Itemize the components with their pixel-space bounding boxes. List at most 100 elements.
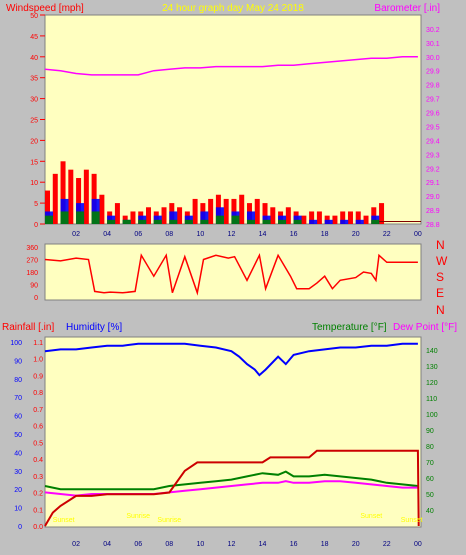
baro-y-tick-6: 29.4 bbox=[426, 138, 440, 145]
wind-bar-windspeed-31 bbox=[285, 207, 291, 224]
wind-panel bbox=[44, 14, 422, 225]
wind-y-tick-8: 40 bbox=[30, 55, 38, 62]
dir-y-tick-4: 360 bbox=[26, 245, 38, 252]
wind-bar-average-6 bbox=[138, 219, 147, 224]
wind-bar-windspeed-37 bbox=[332, 215, 338, 224]
climate-x-tick-6: 14 bbox=[259, 541, 267, 548]
rain-y-tick-0: 0.0 bbox=[33, 524, 43, 531]
humidity-y-tick-6: 60 bbox=[14, 414, 22, 421]
climate-x-tick-11: 00 bbox=[414, 541, 422, 548]
wind-y-tick-3: 15 bbox=[30, 159, 38, 166]
climate-x-tick-1: 04 bbox=[103, 541, 111, 548]
rain-y-tick-10: 1.0 bbox=[33, 357, 43, 364]
wind-bar-windspeed-34 bbox=[309, 211, 315, 224]
rainfall-axis-title: Rainfall [.in] bbox=[2, 322, 54, 333]
sun-label-0: Sunset bbox=[53, 517, 75, 524]
wind-bar-average-13 bbox=[246, 219, 255, 224]
windspeed-axis-title: Windspeed [mph] bbox=[6, 3, 84, 14]
baro-y-tick-0: 28.8 bbox=[426, 222, 440, 229]
baro-y-tick-13: 30.1 bbox=[426, 41, 440, 48]
graph-title: 24 hour graph day May 24 2018 bbox=[162, 3, 304, 14]
wind-bar-windspeed-2 bbox=[60, 161, 66, 224]
wind-bar-gust-19 bbox=[340, 219, 349, 224]
wind-bar-windspeed-39 bbox=[347, 211, 353, 224]
wind-y-tick-6: 30 bbox=[30, 97, 38, 104]
wind-bar-average-14 bbox=[262, 219, 271, 224]
wind-y-tick-4: 20 bbox=[30, 138, 38, 145]
humidity-y-tick-1: 10 bbox=[14, 506, 22, 513]
wind-bar-windspeed-43 bbox=[379, 203, 385, 224]
humidity-y-tick-2: 20 bbox=[14, 487, 22, 494]
wind-bar-windspeed-35 bbox=[316, 211, 322, 224]
wind-bar-gust-17 bbox=[309, 219, 318, 224]
sun-label-3: Sunset bbox=[360, 513, 382, 520]
temp-y-tick-6: 100 bbox=[426, 412, 438, 419]
temp-y-tick-0: 40 bbox=[426, 508, 434, 515]
sun-label-4: Sunset bbox=[401, 517, 423, 524]
humidity-y-tick-8: 80 bbox=[14, 377, 22, 384]
wind-bar-gust-13 bbox=[246, 211, 255, 224]
wind-bar-windspeed-40 bbox=[355, 211, 361, 224]
wind-bar-average-15 bbox=[278, 219, 287, 224]
dir-y-tick-1: 90 bbox=[30, 283, 38, 290]
wind-bar-average-12 bbox=[231, 215, 240, 224]
rain-y-tick-11: 1.1 bbox=[33, 340, 43, 347]
wind-bar-average-2 bbox=[76, 211, 85, 224]
wind-direction-line bbox=[44, 252, 418, 296]
wind-x-tick-11: 00 bbox=[414, 231, 422, 238]
wind-x-tick-8: 18 bbox=[321, 231, 329, 238]
wind-bar-gust-18 bbox=[324, 219, 333, 224]
rain-y-tick-9: 0.9 bbox=[33, 373, 43, 380]
baro-y-tick-9: 29.7 bbox=[426, 97, 440, 104]
temp-y-tick-4: 80 bbox=[426, 444, 434, 451]
wind-bar-windspeed-25 bbox=[239, 194, 245, 224]
humidity-y-tick-0: 0 bbox=[18, 524, 22, 531]
rain-y-tick-8: 0.8 bbox=[33, 390, 43, 397]
wind-bar-windspeed-5 bbox=[83, 169, 89, 224]
baro-y-tick-5: 29.3 bbox=[426, 152, 440, 159]
temp-y-tick-10: 140 bbox=[426, 348, 438, 355]
dir-label-s: S bbox=[436, 270, 444, 284]
wind-bar-windspeed-7 bbox=[99, 194, 105, 224]
wind-bar-average-10 bbox=[200, 219, 209, 224]
wind-bar-average-11 bbox=[215, 215, 224, 224]
temp-y-tick-3: 70 bbox=[426, 460, 434, 467]
wind-bar-average-8 bbox=[169, 219, 178, 224]
baro-y-tick-2: 29.0 bbox=[426, 194, 440, 201]
rain-y-tick-5: 0.5 bbox=[33, 440, 43, 447]
wind-bar-windspeed-4 bbox=[76, 178, 82, 224]
barometer-line bbox=[44, 56, 418, 76]
wind-x-tick-10: 22 bbox=[383, 231, 391, 238]
wind-bar-windspeed-15 bbox=[161, 207, 167, 224]
temp-y-tick-5: 90 bbox=[426, 428, 434, 435]
rain-y-tick-6: 0.6 bbox=[33, 424, 43, 431]
wind-bar-windspeed-38 bbox=[340, 211, 346, 224]
wind-bar-average-3 bbox=[91, 211, 100, 224]
humidity-axis-title: Humidity [%] bbox=[66, 322, 122, 333]
wind-bar-windspeed-11 bbox=[130, 211, 136, 224]
dir-y-tick-3: 270 bbox=[26, 258, 38, 265]
wind-bar-windspeed-3 bbox=[68, 169, 74, 224]
wind-bar-windspeed-9 bbox=[114, 203, 120, 224]
wind-x-tick-0: 02 bbox=[72, 231, 80, 238]
baro-y-tick-8: 29.6 bbox=[426, 111, 440, 118]
climate-x-tick-7: 16 bbox=[290, 541, 298, 548]
temp-y-tick-2: 60 bbox=[426, 476, 434, 483]
humidity-y-tick-9: 90 bbox=[14, 358, 22, 365]
wind-x-tick-4: 10 bbox=[196, 231, 204, 238]
wind-bar-average-5 bbox=[122, 219, 131, 224]
wind-bar-windspeed-19 bbox=[192, 198, 198, 224]
wind-y-tick-5: 25 bbox=[30, 118, 38, 125]
wind-bar-gust-8 bbox=[169, 211, 178, 224]
climate-x-tick-5: 12 bbox=[228, 541, 236, 548]
dir-y-tick-2: 180 bbox=[26, 270, 38, 277]
wind-bar-windspeed-33 bbox=[301, 215, 307, 224]
baro-y-tick-1: 28.9 bbox=[426, 208, 440, 215]
wind-bar-average-7 bbox=[153, 219, 162, 224]
humidity-y-tick-5: 50 bbox=[14, 432, 22, 439]
temp-y-tick-7: 110 bbox=[426, 396, 437, 403]
sun-label-1: Sunrise bbox=[126, 513, 150, 520]
wind-x-tick-2: 06 bbox=[134, 231, 142, 238]
wind-bar-gust-3 bbox=[91, 198, 100, 224]
wind-bar-windspeed-1 bbox=[52, 173, 58, 224]
